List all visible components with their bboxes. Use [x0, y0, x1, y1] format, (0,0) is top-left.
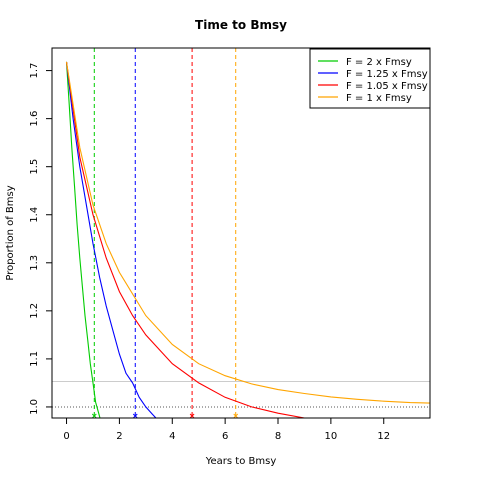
x-tick-label: 10: [325, 431, 338, 442]
y-tick-label: 1.5: [29, 159, 40, 175]
marker-f-1-05-x-fmsy: [189, 413, 195, 419]
x-tick-label: 4: [169, 431, 175, 442]
y-axis-label: Proportion of Bmsy: [5, 185, 16, 280]
y-tick-label: 1.3: [29, 255, 40, 271]
legend-label-f-2-x-fmsy: F = 2 x Fmsy: [346, 57, 412, 68]
x-tick-label: 2: [116, 431, 122, 442]
marker-f-1-25-x-fmsy: [132, 413, 138, 419]
y-tick-label: 1.1: [29, 351, 40, 367]
legend-label-f-1-x-fmsy: F = 1 x Fmsy: [346, 93, 412, 104]
y-tick-label: 1.2: [29, 303, 40, 319]
y-tick-label: 1.6: [29, 111, 40, 127]
y-tick-label: 1.0: [29, 399, 40, 415]
series-line-f-2-x-fmsy: [65, 61, 101, 418]
plot-frame: [51, 47, 431, 419]
y-axis: 1.0 1.1 1.2 1.3 1.4 1.5 1.6 1.7: [29, 63, 52, 415]
chart-title: Time to Bmsy: [195, 18, 287, 32]
legend-label-f-1-05-x-fmsy: F = 1.05 x Fmsy: [346, 81, 428, 92]
legend-label-f-1-25-x-fmsy: F = 1.25 x Fmsy: [346, 69, 428, 80]
x-axis-label: Years to Bmsy: [205, 456, 277, 467]
x-tick-label: 8: [275, 431, 281, 442]
y-tick-label: 1.4: [29, 207, 40, 223]
y-tick-label: 1.7: [29, 63, 40, 79]
target-year-lines: [93, 48, 237, 418]
series-lines: [65, 61, 430, 418]
target-year-markers: [91, 413, 239, 419]
x-axis: 0 2 4 6 8 10 12: [63, 418, 390, 442]
series-line-f-1-25-x-fmsy: [65, 61, 157, 418]
x-tick-label: 6: [222, 431, 228, 442]
legend-box: [309, 48, 431, 109]
marker-f-1-x-fmsy: [233, 413, 239, 419]
series-line-f-1-05-x-fmsy: [65, 61, 307, 418]
reference-lines: [52, 380, 430, 408]
marker-f-2-x-fmsy: [91, 413, 97, 419]
series-line-f-1-x-fmsy: [65, 61, 430, 404]
x-tick-label: 0: [63, 431, 69, 442]
x-tick-label: 12: [377, 431, 390, 442]
